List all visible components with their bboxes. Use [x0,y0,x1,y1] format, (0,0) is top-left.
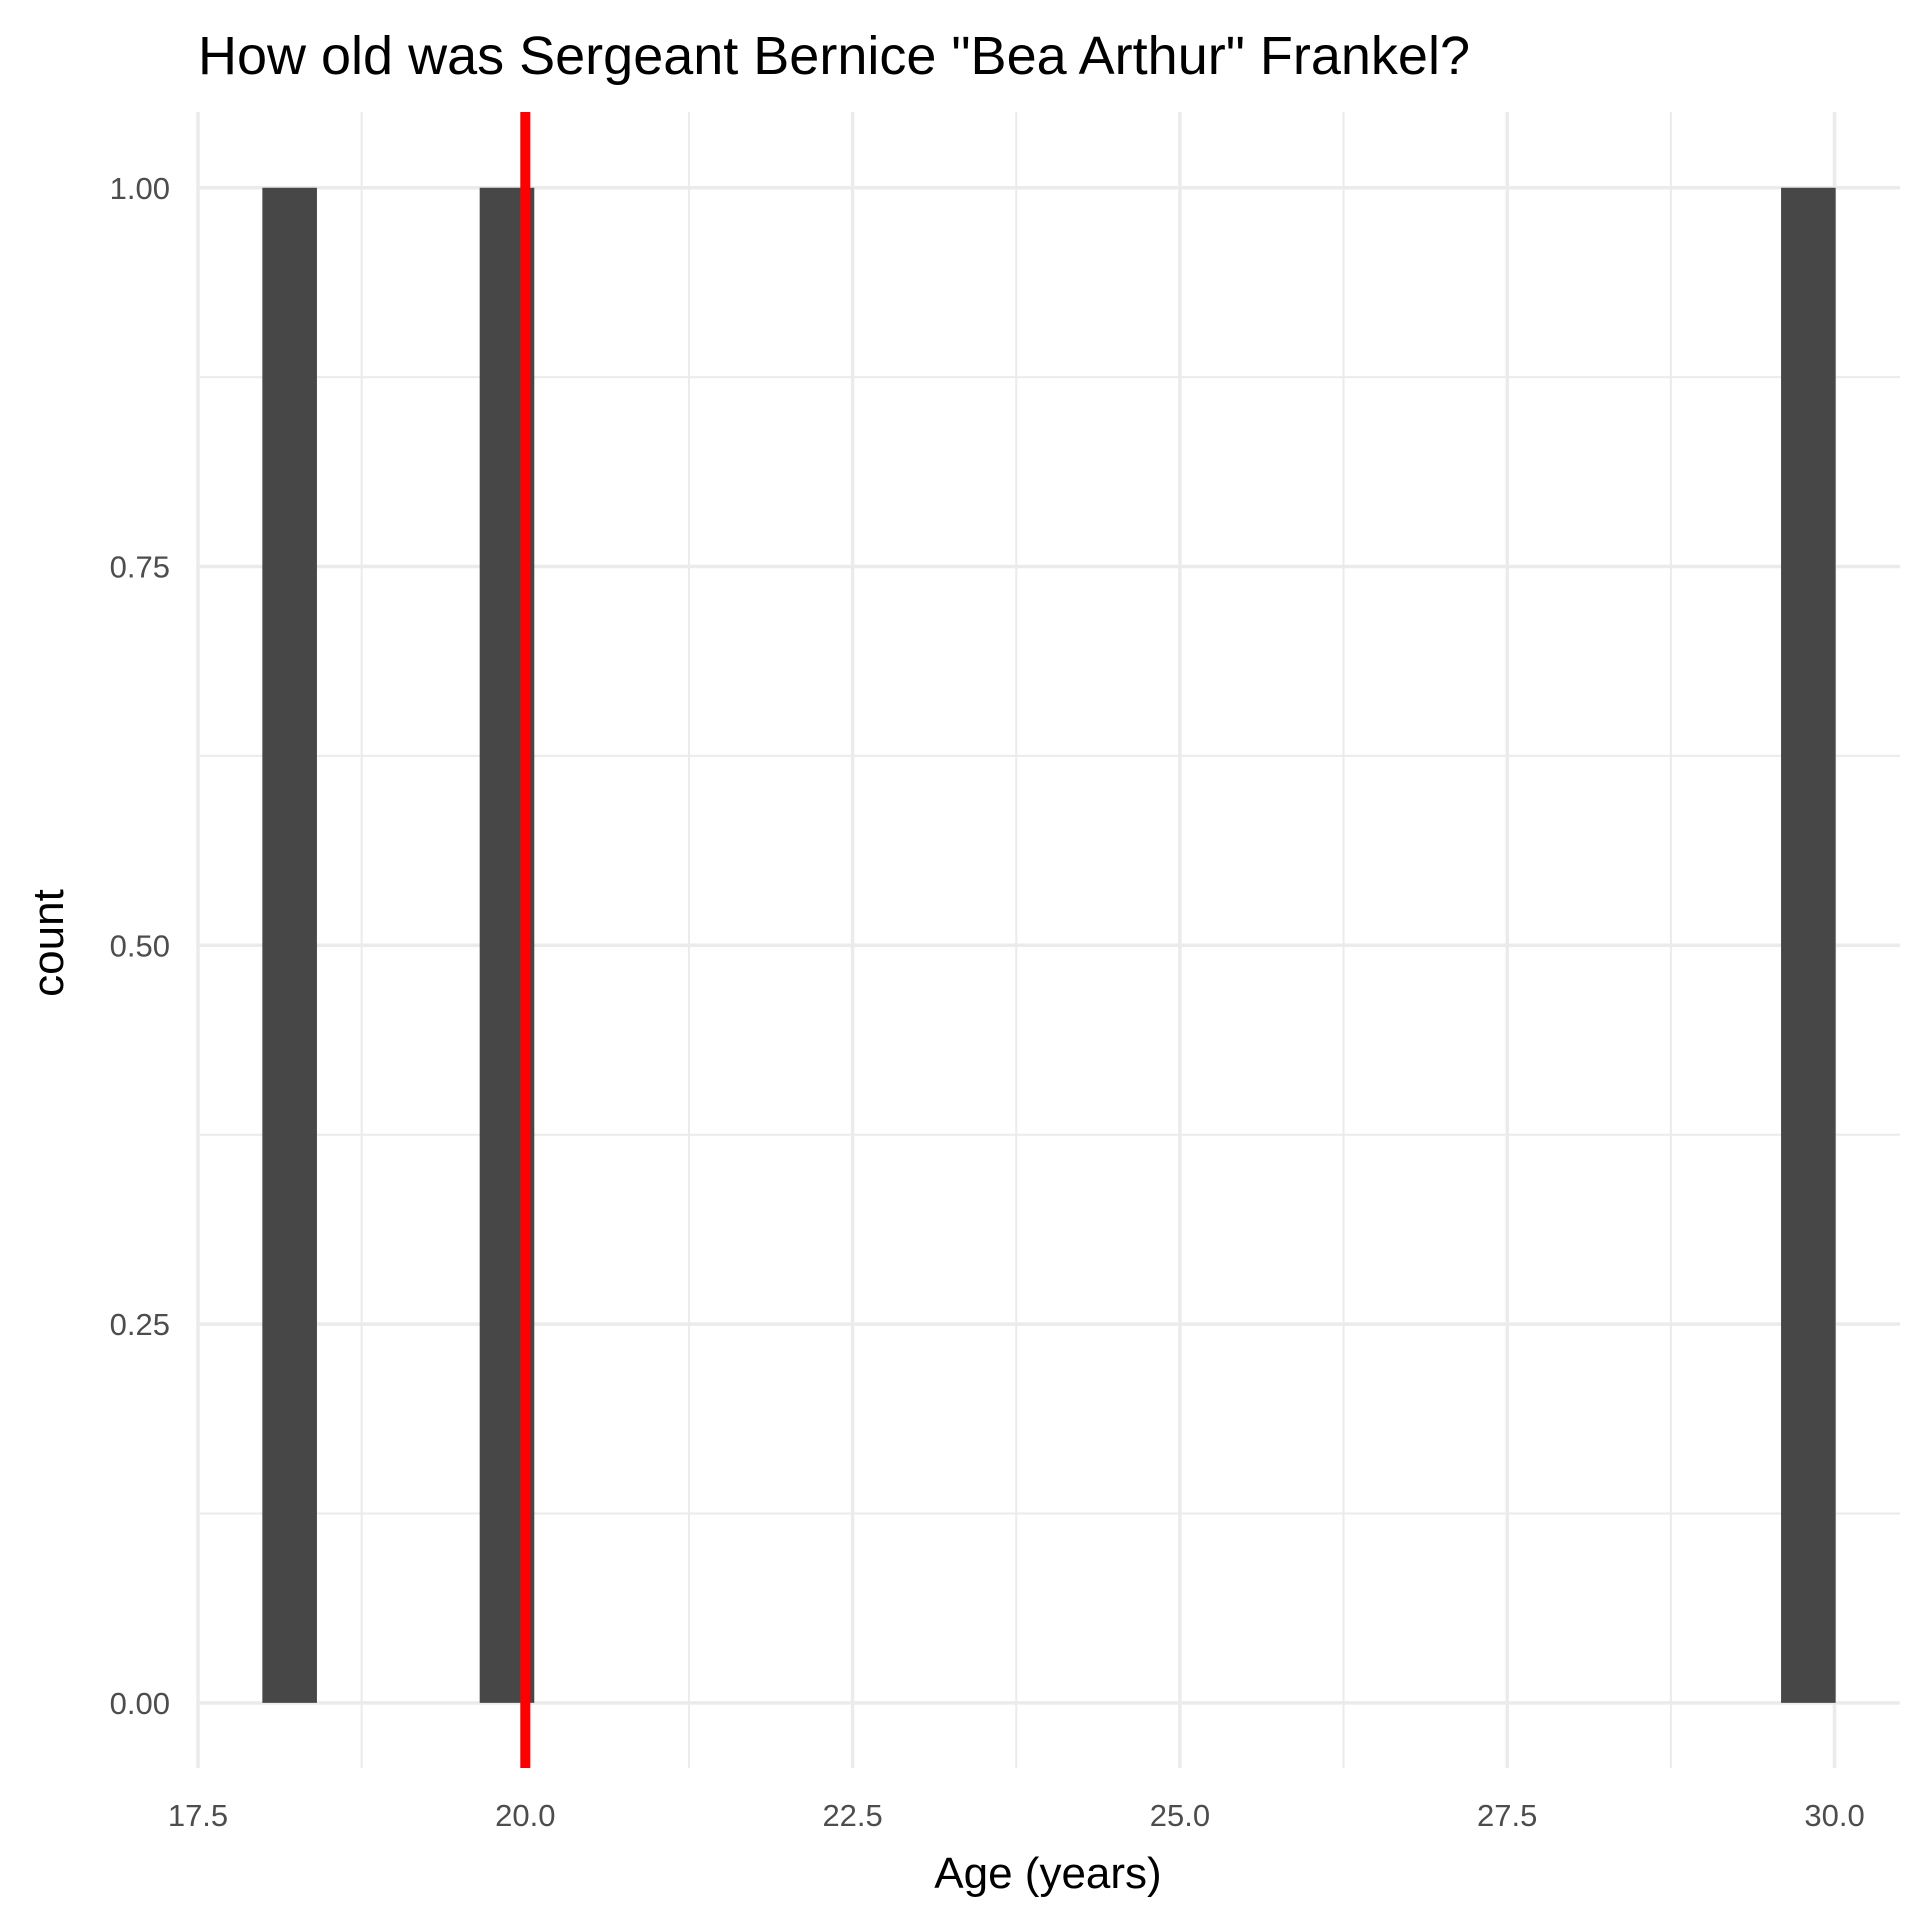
x-tick-label: 30.0 [1804,1798,1864,1833]
y-tick-label: 1.00 [110,171,170,206]
y-tick-label: 0.00 [110,1686,170,1721]
histogram-bar [1781,187,1836,1703]
y-tick-label: 0.50 [110,928,170,963]
y-axis-title: count [24,889,73,997]
x-tick-label: 22.5 [822,1798,882,1833]
histogram-bar [262,187,317,1703]
x-tick-label: 27.5 [1477,1798,1537,1833]
y-tick-label: 0.25 [110,1307,170,1342]
x-axis-title: Age (years) [934,1849,1161,1898]
x-tick-label: 20.0 [495,1798,555,1833]
y-tick-label: 0.75 [110,550,170,585]
x-axis-tick-labels: 17.5 20.0 22.5 25.0 27.5 30.0 [168,1798,1865,1833]
x-tick-label: 17.5 [168,1798,228,1833]
chart-title: How old was Sergeant Bernice "Bea Arthur… [198,26,1470,86]
x-tick-label: 25.0 [1150,1798,1210,1833]
y-axis-tick-labels: 0.00 0.25 0.50 0.75 1.00 [110,171,170,1721]
